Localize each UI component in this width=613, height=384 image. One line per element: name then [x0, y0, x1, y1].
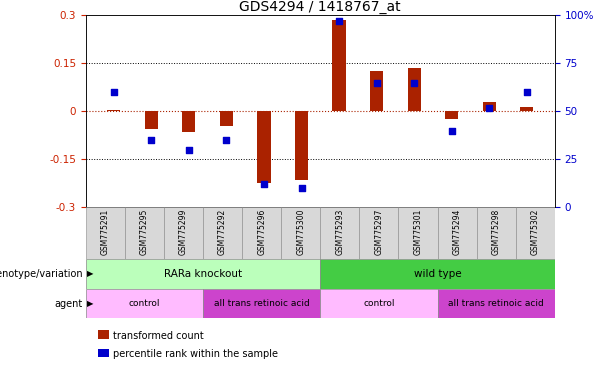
Text: agent: agent	[55, 298, 83, 309]
Text: control: control	[129, 299, 160, 308]
Text: all trans retinoic acid: all trans retinoic acid	[448, 299, 544, 308]
Point	[522, 89, 532, 95]
Point	[334, 18, 344, 24]
Title: GDS4294 / 1418767_at: GDS4294 / 1418767_at	[240, 0, 401, 14]
Point	[447, 127, 457, 134]
Bar	[242, 207, 281, 259]
Bar	[203, 207, 242, 259]
Text: GSM775297: GSM775297	[375, 209, 383, 255]
Text: GSM775293: GSM775293	[335, 209, 345, 255]
Text: GSM775294: GSM775294	[452, 209, 462, 255]
Bar	[398, 207, 438, 259]
Bar	[359, 207, 398, 259]
Bar	[516, 207, 555, 259]
Bar	[321, 259, 555, 289]
Text: genotype/variation: genotype/variation	[0, 269, 83, 279]
Text: RARa knockout: RARa knockout	[164, 269, 242, 279]
Bar	[321, 207, 359, 259]
Text: ▶: ▶	[87, 270, 94, 278]
Text: ▶: ▶	[87, 299, 94, 308]
Point	[109, 89, 118, 95]
Point	[184, 147, 194, 153]
Point	[259, 181, 269, 187]
Bar	[332, 20, 346, 111]
Bar	[107, 110, 120, 111]
Bar	[145, 111, 158, 129]
Bar	[438, 207, 477, 259]
Text: GSM775301: GSM775301	[414, 209, 422, 255]
Text: transformed count: transformed count	[113, 331, 204, 341]
Bar	[257, 111, 270, 184]
Text: GSM775295: GSM775295	[140, 209, 149, 255]
Bar	[203, 289, 321, 318]
Text: GSM775298: GSM775298	[492, 209, 501, 255]
Bar	[125, 207, 164, 259]
Point	[221, 137, 231, 143]
Bar	[408, 68, 421, 111]
Point	[147, 137, 156, 143]
Bar	[86, 259, 321, 289]
Text: control: control	[363, 299, 395, 308]
Bar	[182, 111, 196, 132]
Bar	[477, 207, 516, 259]
Bar	[438, 289, 555, 318]
Point	[297, 185, 306, 191]
Point	[371, 79, 381, 86]
Bar	[220, 111, 233, 126]
Text: GSM775302: GSM775302	[531, 209, 539, 255]
Bar	[86, 207, 125, 259]
Bar	[321, 289, 438, 318]
Bar	[281, 207, 321, 259]
Text: GSM775300: GSM775300	[296, 209, 305, 255]
Bar	[520, 107, 533, 111]
Point	[409, 79, 419, 86]
Bar	[295, 111, 308, 180]
Text: GSM775291: GSM775291	[101, 209, 110, 255]
Text: GSM775296: GSM775296	[257, 209, 266, 255]
Text: GSM775292: GSM775292	[218, 209, 227, 255]
Text: GSM775299: GSM775299	[179, 209, 188, 255]
Bar	[370, 71, 383, 111]
Bar	[86, 289, 203, 318]
Bar	[445, 111, 459, 119]
Text: wild type: wild type	[414, 269, 462, 279]
Text: all trans retinoic acid: all trans retinoic acid	[214, 299, 310, 308]
Bar	[483, 102, 496, 111]
Text: percentile rank within the sample: percentile rank within the sample	[113, 349, 278, 359]
Point	[484, 104, 494, 111]
Bar	[164, 207, 203, 259]
